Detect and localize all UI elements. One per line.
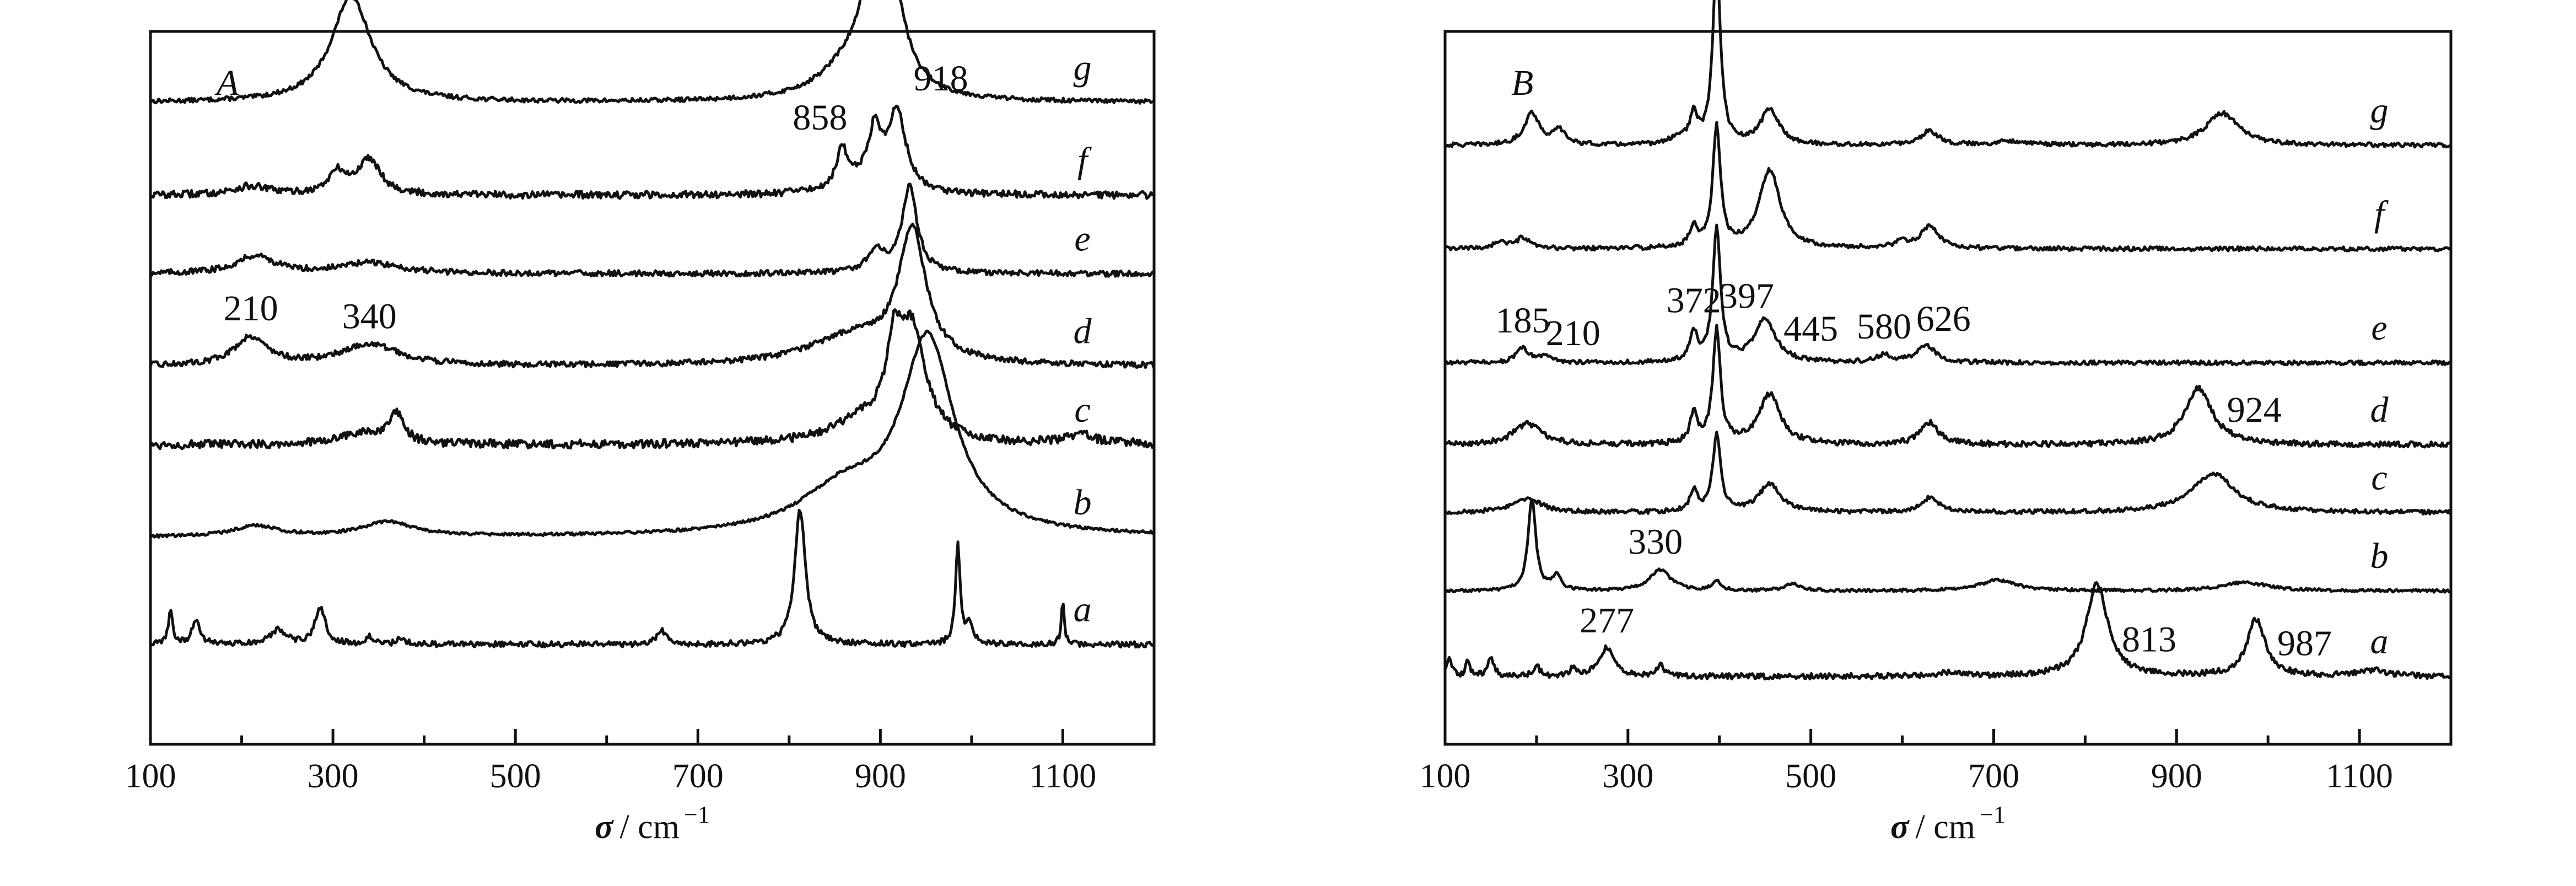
peak-annotation: 397 bbox=[1720, 276, 1774, 316]
x-tick-label: 500 bbox=[490, 758, 541, 795]
series-label-f: f bbox=[2374, 194, 2389, 234]
plot-frame bbox=[149, 30, 1156, 746]
x-tick-label: 700 bbox=[1968, 758, 2019, 795]
series-line-a bbox=[149, 508, 1155, 649]
series-line-g bbox=[149, 0, 1155, 105]
series-line-d bbox=[1443, 324, 2452, 449]
x-tick-label: 500 bbox=[1785, 758, 1836, 795]
series-label-b: b bbox=[1074, 482, 1092, 523]
x-tick-label: 900 bbox=[855, 758, 906, 795]
series-label-g: g bbox=[2370, 90, 2389, 131]
peak-annotation: 185 bbox=[1496, 300, 1550, 341]
peak-annotation: 858 bbox=[793, 98, 847, 138]
x-axis-label: σ / cm −1 bbox=[1890, 801, 2006, 846]
peak-annotation: 813 bbox=[2122, 619, 2176, 659]
peak-annotation: 626 bbox=[1916, 299, 1971, 339]
series-line-f bbox=[149, 104, 1155, 200]
series-line-e bbox=[149, 182, 1155, 278]
peak-annotation: 210 bbox=[1546, 313, 1600, 353]
series-label-c: c bbox=[1074, 390, 1090, 430]
series-label-e: e bbox=[1074, 219, 1090, 259]
x-tick-label: 900 bbox=[2151, 758, 2202, 795]
x-tick-label: 700 bbox=[672, 758, 724, 795]
x-tick-label: 1100 bbox=[1030, 758, 1097, 795]
x-axis-label: σ / cm −1 bbox=[595, 801, 710, 846]
series-line-a bbox=[1443, 581, 2452, 681]
series-label-f: f bbox=[1077, 140, 1092, 180]
series-label-a: a bbox=[1074, 589, 1092, 630]
x-tick-label: 100 bbox=[1420, 758, 1471, 795]
x-tick-label: 300 bbox=[1602, 758, 1653, 795]
series-label-b: b bbox=[2370, 536, 2389, 576]
peak-annotation: 924 bbox=[2227, 390, 2282, 430]
series-label-c: c bbox=[2371, 458, 2387, 498]
peak-annotation: 372 bbox=[1667, 280, 1721, 320]
series-line-g bbox=[1443, 0, 2452, 149]
series-line-e bbox=[1443, 223, 2452, 367]
plot-frame bbox=[1443, 30, 2453, 746]
series-label-g: g bbox=[1074, 47, 1092, 88]
peak-annotation: 445 bbox=[1783, 309, 1838, 349]
peak-annotation: 330 bbox=[1628, 522, 1683, 562]
peak-annotation: 918 bbox=[914, 58, 968, 99]
series-label-d: d bbox=[2370, 390, 2389, 430]
peak-annotation: 987 bbox=[2277, 624, 2332, 664]
x-tick-label: 100 bbox=[125, 758, 176, 795]
peak-annotation: 277 bbox=[1580, 600, 1634, 641]
panel-b: 100 300 500 700 900 1100 σ / cm −1 Bg f e dcb a 185210… bbox=[1420, 0, 2453, 846]
series-label-e: e bbox=[2371, 308, 2387, 348]
x-tick-label: 1100 bbox=[2326, 758, 2393, 795]
series-line-b bbox=[149, 329, 1155, 539]
series-line-c bbox=[1443, 431, 2452, 516]
peak-annotation: 580 bbox=[1857, 307, 1911, 347]
series-line-b bbox=[1443, 498, 2452, 594]
series-label-a: a bbox=[2370, 621, 2389, 662]
peak-annotation: 340 bbox=[342, 297, 397, 337]
series-label-d: d bbox=[1074, 312, 1092, 352]
panel-label: B bbox=[1511, 63, 1533, 103]
series-line-f bbox=[1443, 121, 2452, 253]
peak-annotation: 210 bbox=[224, 288, 278, 329]
series-line-d bbox=[149, 222, 1155, 369]
series-line-c bbox=[149, 308, 1155, 450]
x-tick-label: 300 bbox=[308, 758, 359, 795]
